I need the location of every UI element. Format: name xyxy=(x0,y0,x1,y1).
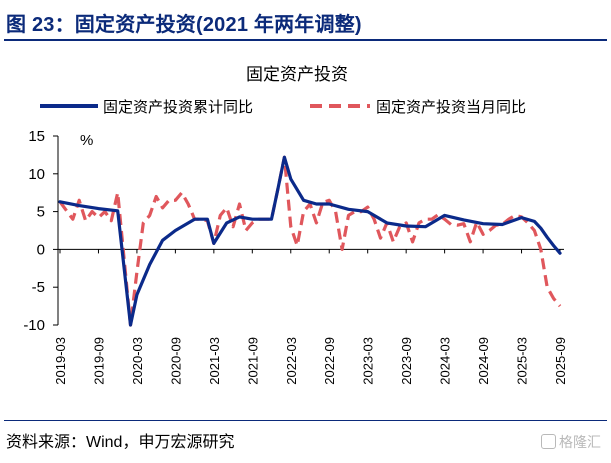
y-axis: 15 10 5 0 -5 -10 xyxy=(23,128,58,334)
x-tick-label: 2021-03 xyxy=(207,337,222,385)
legend: 固定资产投资累计同比 固定资产投资当月同比 xyxy=(40,99,526,116)
x-tick-label: 2025-03 xyxy=(515,337,530,385)
y-tick-label: 5 xyxy=(37,204,45,221)
x-axis: 2019-03 2019-09 2020-03 2020-09 2021-03 2021-… xyxy=(53,249,568,385)
legend-label-cumulative: 固定资产投资累计同比 xyxy=(103,99,253,116)
y-tick-label: -5 xyxy=(32,279,45,296)
title-divider xyxy=(4,39,607,41)
legend-label-monthly: 固定资产投资当月同比 xyxy=(376,99,526,116)
x-tick-label: 2024-03 xyxy=(438,337,453,385)
watermark: 格隆汇 xyxy=(541,432,601,452)
x-tick-label: 2020-09 xyxy=(168,337,183,385)
footer-divider xyxy=(4,420,607,421)
x-tick-label: 2024-09 xyxy=(476,337,491,385)
series-line-monthly xyxy=(58,155,562,327)
y-tick-label: -10 xyxy=(23,317,45,334)
chart-title: 固定资产投资 xyxy=(246,65,348,84)
y-unit-label: % xyxy=(80,132,93,149)
x-tick-label: 2022-03 xyxy=(284,337,299,385)
y-tick-label: 15 xyxy=(28,128,45,145)
x-tick-label: 2023-09 xyxy=(399,337,414,385)
x-tick-label: 2025-09 xyxy=(553,337,568,385)
x-tick-label: 2019-09 xyxy=(91,337,106,385)
plot-series xyxy=(58,155,562,327)
y-tick-label: 0 xyxy=(37,241,45,258)
source-note: 资料来源：Wind，申万宏源研究 xyxy=(6,434,235,451)
figure-title: 图 23：固定资产投资(2021 年两年调整) xyxy=(6,14,362,36)
x-tick-label: 2020-03 xyxy=(130,337,145,385)
watermark-text: 格隆汇 xyxy=(559,434,601,450)
x-tick-label: 2019-03 xyxy=(53,337,68,385)
series-line-cumulative xyxy=(58,155,562,327)
y-tick-label: 10 xyxy=(28,166,45,183)
watermark-icon xyxy=(541,434,556,449)
x-tick-label: 2021-09 xyxy=(245,337,260,385)
x-tick-label: 2022-09 xyxy=(322,337,337,385)
x-tick-label: 2023-03 xyxy=(361,337,376,385)
